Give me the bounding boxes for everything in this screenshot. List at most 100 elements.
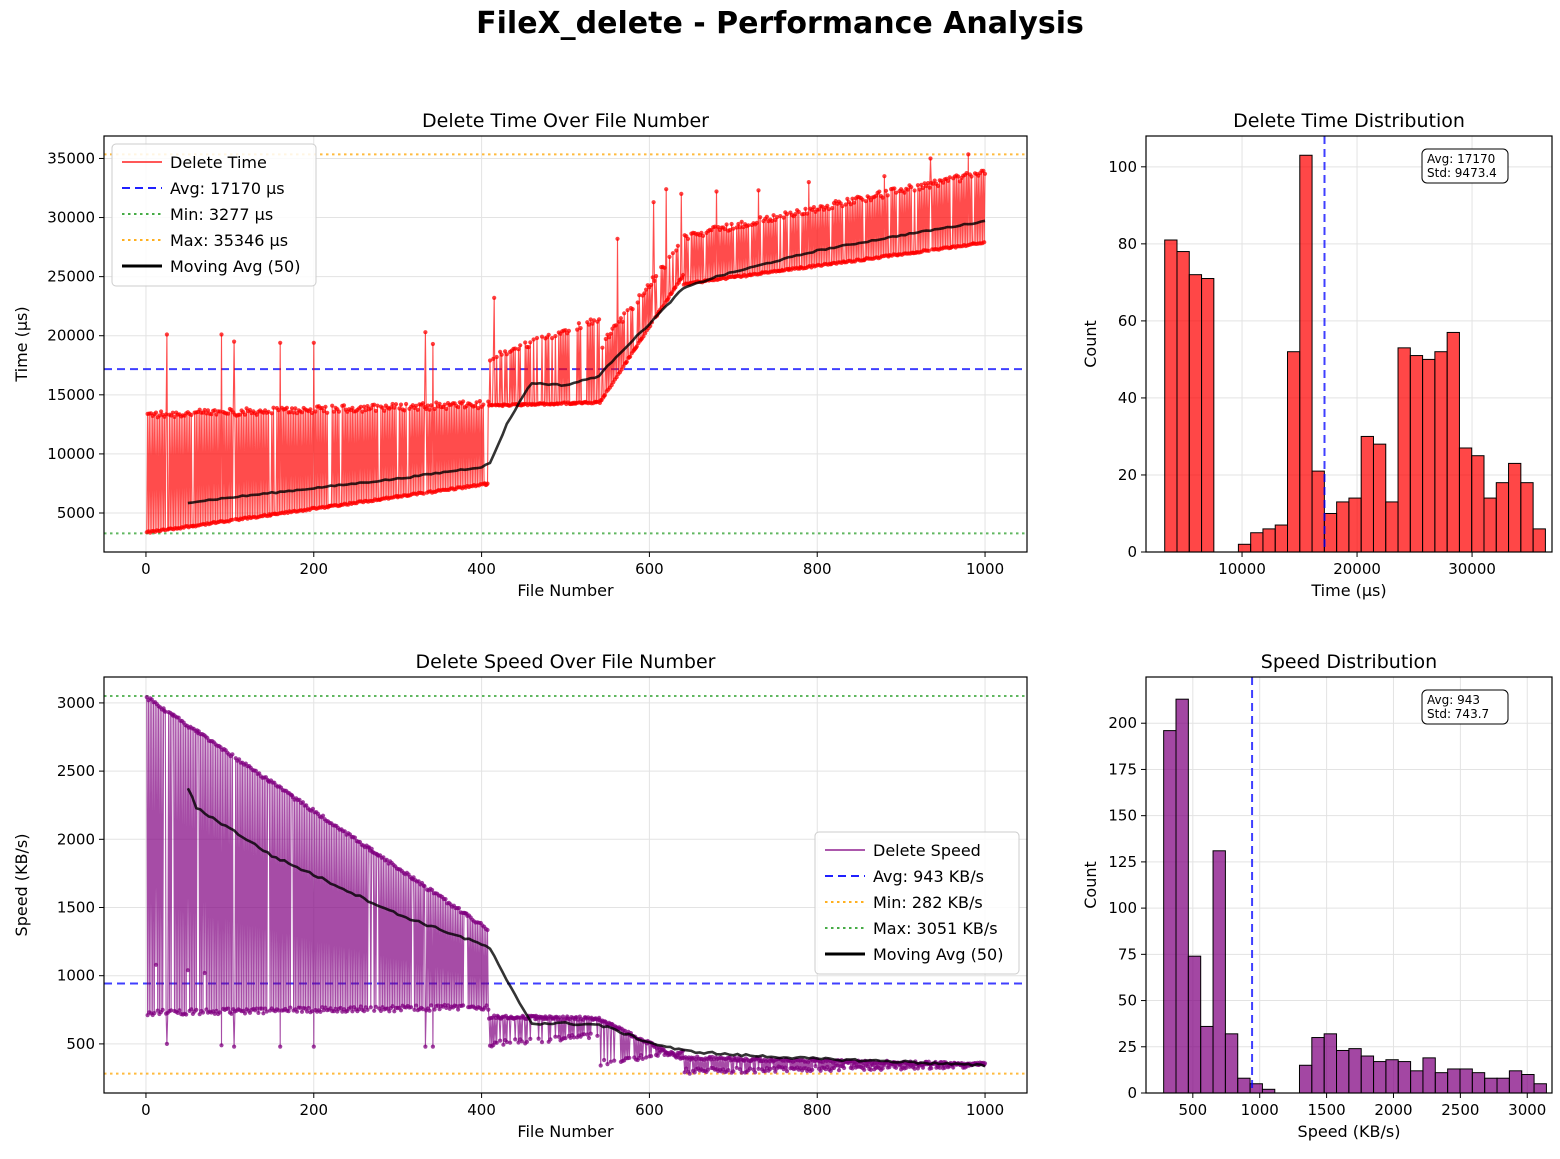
data-point [534,335,540,341]
data-point [956,174,961,179]
data-point [320,813,326,818]
data-point [404,401,409,407]
data-point [947,175,952,180]
histogram-bar [1323,1033,1338,1094]
data-point [585,1032,590,1037]
data-point [623,1028,628,1033]
data-point [310,806,315,812]
histogram-bar [1360,1055,1375,1094]
data-point [880,195,885,200]
x-tick-label: 30000 [1448,560,1496,578]
data-point [330,403,335,408]
x-tick-label: 1000 [966,1101,1004,1119]
data-point [427,1008,432,1013]
data-point [205,408,211,413]
data-point [311,1044,316,1049]
data-point [674,248,679,253]
data-point [289,406,295,411]
histogram-bar [1471,455,1485,553]
data-point [634,344,639,349]
histogram-bar [1496,1077,1510,1094]
data-point [625,308,630,313]
data-point [242,1011,248,1016]
data-point [553,1034,558,1039]
data-point [982,171,988,176]
data-point [748,1066,753,1071]
legend-box [814,831,1020,975]
data-point [194,1007,199,1012]
data-point [420,1007,425,1012]
data-point [845,196,850,201]
data-point [254,1006,259,1011]
data-point [382,408,387,413]
data-point [680,272,686,278]
data-point [504,1039,509,1045]
histogram-bar [1287,351,1301,553]
histogram-bar [1372,443,1387,553]
legend-label: Min: 3277 µs [170,205,273,224]
histogram-bar [1163,730,1177,1094]
data-point [588,1031,593,1036]
x-tick-label: 0 [141,1101,151,1119]
data-point [313,409,318,414]
data-point [491,356,496,361]
data-point [649,282,654,288]
data-point [614,375,619,380]
data-point [214,1008,219,1014]
data-point [892,186,897,191]
data-point [862,1067,867,1072]
data-point [724,222,729,227]
data-point [310,1009,315,1014]
data-point [941,180,946,185]
data-point [373,408,378,413]
data-point [445,1003,451,1008]
data-point [472,403,477,408]
data-point [764,214,770,219]
x-tick-label: 1000 [1241,1101,1279,1119]
histogram-bar [1458,447,1473,553]
data-point [214,412,219,417]
histogram-bar [1520,482,1534,553]
data-point [217,409,222,414]
data-point [297,797,302,802]
data-point [773,1069,778,1074]
histogram-bar [1274,524,1289,553]
legend-label: Delete Time [170,153,267,172]
chart-speed_line: 0 200 400 600 800 1000 500 1000 1500 2000 2500 3000… [12,651,1028,1141]
data-point [278,340,283,345]
data-point [293,406,298,411]
legend: Delete Speed Avg: 943 KB/s Min: 282 KB/s Ma… [814,831,1020,975]
data-point [937,1065,942,1070]
x-tick-label: 3000 [1508,1101,1546,1119]
data-point [269,411,274,416]
data-point [586,322,592,327]
y-tick-label: 2000 [57,830,95,848]
y-tick-label: 1500 [57,899,95,917]
data-point [421,491,426,496]
legend-label: Moving Avg (50) [873,945,1003,964]
data-point [320,405,325,411]
data-point [642,291,647,296]
histogram-bar [1348,497,1362,553]
data-point [644,287,649,292]
data-point [414,1003,419,1008]
data-point [637,293,642,298]
data-point [427,407,432,412]
data-point [753,1070,758,1075]
histogram-bar [1360,435,1374,553]
data-point [650,275,655,280]
data-point [737,225,743,230]
x-tick-label: 200 [299,560,328,578]
data-point [739,219,744,224]
y-tick-label: 50 [1118,992,1137,1010]
y-tick-label: 75 [1118,945,1137,963]
data-point [667,254,672,259]
data-point [726,1068,731,1073]
data-point [825,203,830,208]
data-point [608,1059,613,1064]
data-point [578,326,583,331]
data-point [253,768,258,773]
data-point [722,227,728,232]
data-point [387,1009,392,1014]
